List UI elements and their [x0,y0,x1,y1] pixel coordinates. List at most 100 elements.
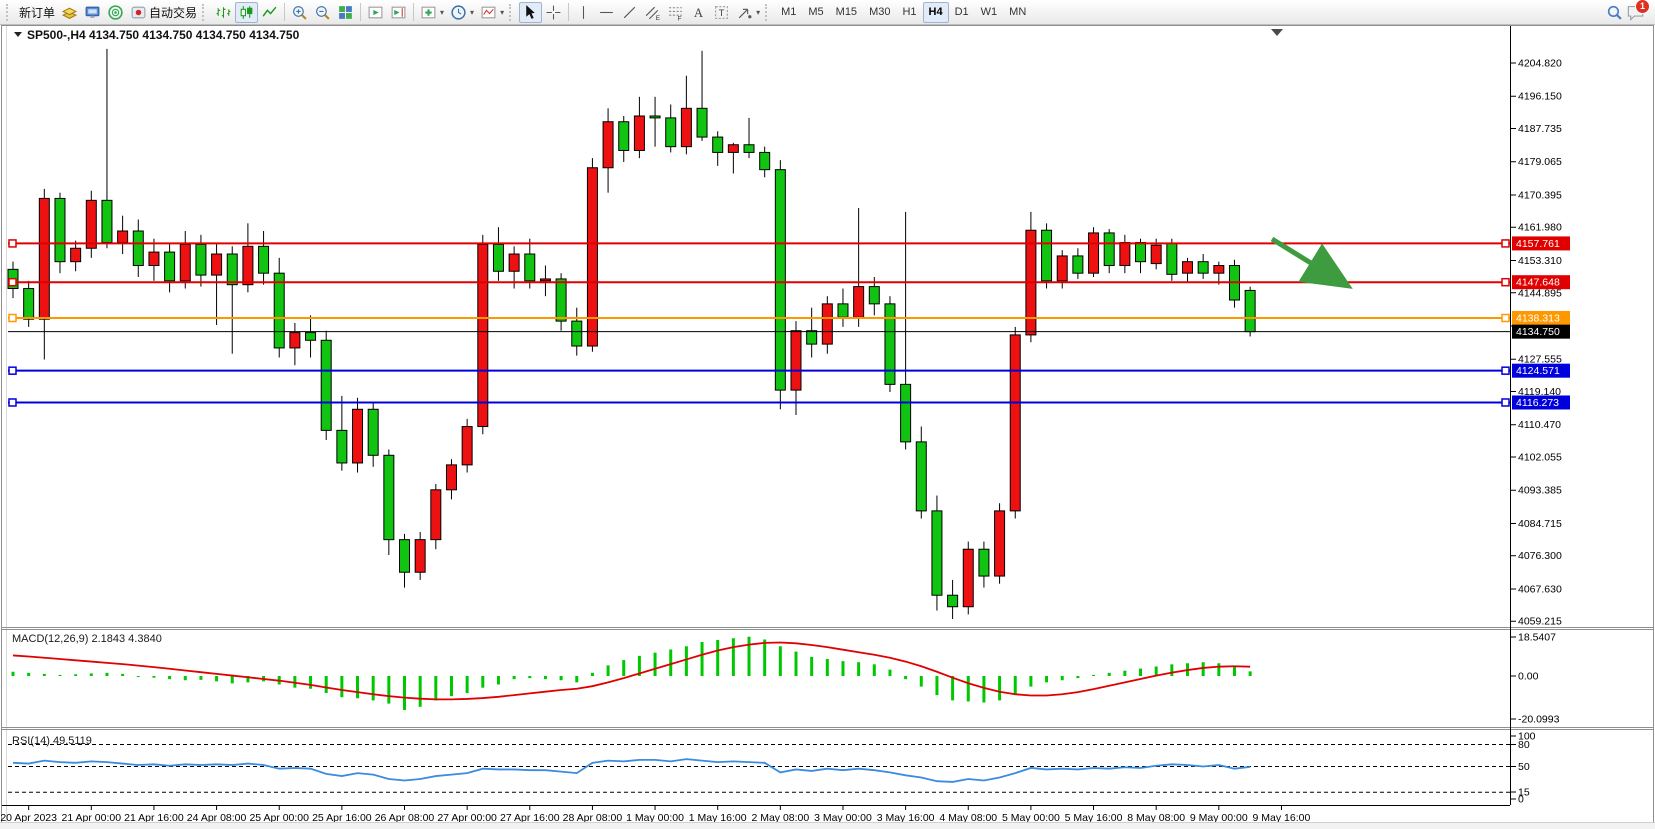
tf-h1-button[interactable]: H1 [896,2,922,23]
tf-mn-button[interactable]: MN [1003,2,1032,23]
tile-windows-icon [339,5,352,19]
hline-handle[interactable] [8,366,17,375]
hline-handle[interactable] [8,313,17,323]
candle-bullish [1088,232,1100,274]
vertical-line-button[interactable] [572,2,595,23]
tf-m5-button[interactable]: M5 [802,2,829,23]
terminal-button[interactable] [81,2,104,23]
time-tick-label: 24 Apr 08:00 [187,812,247,824]
fibonacci-button[interactable]: F [664,2,687,23]
notifications-button[interactable]: 1 [1626,0,1650,22]
price-tick-label: 4110.470 [1518,419,1561,431]
price-tick-label: 4076.300 [1518,550,1562,562]
candle-bearish [978,548,990,577]
toolbar-grip[interactable] [509,3,515,21]
bar-chart-icon [216,6,231,18]
macd-histogram-bar [575,676,579,683]
text-button[interactable]: A [687,2,710,23]
notification-badge: 1 [1635,0,1650,14]
candle-bearish [1197,261,1209,274]
symbol-dropdown-icon[interactable] [14,32,22,37]
tf-h4-button[interactable]: H4 [922,1,949,23]
auto-scroll-icon [368,6,383,18]
tf-d1-button[interactable]: D1 [949,2,975,23]
candle-bullish [461,426,473,466]
candlestick-chart-button[interactable] [235,1,259,23]
candle-bearish [383,454,395,541]
tf-m1-button[interactable]: M1 [775,2,802,23]
terminal-icon [85,6,100,18]
macd-histogram-bar [496,676,500,685]
hline-handle[interactable] [1501,398,1510,407]
trendline-button[interactable] [618,2,641,23]
status-bar [0,822,1655,829]
line-chart-button[interactable] [258,2,281,23]
time-tick-label: 25 Apr 16:00 [312,812,372,824]
candle-bearish [399,539,410,573]
candle-bullish [790,330,802,391]
arrows-shapes-button[interactable]: ▾ [733,2,763,23]
macd-histogram-bar [1060,676,1064,681]
macd-histogram-bar [1029,676,1033,687]
horizontal-line-button[interactable] [595,2,618,23]
candle-bearish [837,303,849,318]
candle-bullish [1150,244,1162,265]
candle-bullish [1182,261,1193,274]
text-label-button[interactable]: T [710,2,733,23]
hline-handle[interactable] [8,398,17,407]
candle-bearish [195,243,207,276]
add-indicator-icon [421,6,436,18]
hline-handle[interactable] [8,239,17,248]
toolbar-grip[interactable] [765,3,771,21]
chart-shift-button[interactable] [387,2,410,23]
add-indicator-button[interactable]: ▾ [417,2,447,23]
hline-handle[interactable] [1501,239,1510,248]
candle-bullish [117,230,129,244]
period-button[interactable]: ▾ [447,2,477,23]
macd-histogram-bar [731,638,735,676]
zoom-in-button[interactable] [288,2,311,23]
candle-bullish [70,247,82,263]
bar-chart-button[interactable] [212,2,235,23]
hline-handle[interactable] [8,277,17,287]
svg-text:F: F [678,15,682,21]
toolbar-grip[interactable] [6,3,12,21]
macd-histogram-bar [512,676,516,680]
price-tick-label: 4161.980 [1518,222,1562,234]
tf-w1-button[interactable]: W1 [975,2,1004,23]
macd-histogram-bar [403,676,406,710]
equidistant-channel-button[interactable]: E [641,2,664,23]
macd-histogram-bar [888,669,892,676]
candle-bullish [242,245,254,286]
candle-bearish [367,408,379,456]
hline-handle[interactable] [1501,366,1510,375]
tf-m30-button[interactable]: M30 [863,2,896,23]
hline-handle[interactable] [1501,313,1510,323]
signals-button[interactable] [104,2,127,23]
candle-bearish [884,303,896,385]
macd-histogram-bar [935,676,939,696]
macd-signal-line [12,641,1251,701]
candle-bullish [586,167,598,347]
template-button[interactable]: ▾ [477,2,507,23]
zoom-out-button[interactable] [311,2,334,23]
macd-histogram-bar [105,672,109,676]
crosshair-button[interactable] [542,2,565,23]
search-button[interactable] [1603,2,1626,23]
trend-arrow-annotation[interactable] [1270,236,1353,289]
auto-scroll-button[interactable] [364,2,387,23]
macd-histogram-bar [951,676,955,701]
new-order-button[interactable]: 新订单 [16,2,58,23]
gold-bar-button[interactable] [58,2,81,23]
tf-m15-button[interactable]: M15 [830,2,863,23]
candle-bearish [712,136,724,153]
autotrading-button[interactable]: 自动交易 [127,2,200,23]
zoom-out-icon [316,5,330,20]
time-tick-label: 27 Apr 16:00 [500,812,560,824]
tile-windows-button[interactable] [334,2,357,23]
hline-handle[interactable] [1501,277,1510,287]
toolbar-grip[interactable] [202,3,208,21]
cursor-button[interactable] [519,1,543,23]
candle-bearish [868,286,880,305]
